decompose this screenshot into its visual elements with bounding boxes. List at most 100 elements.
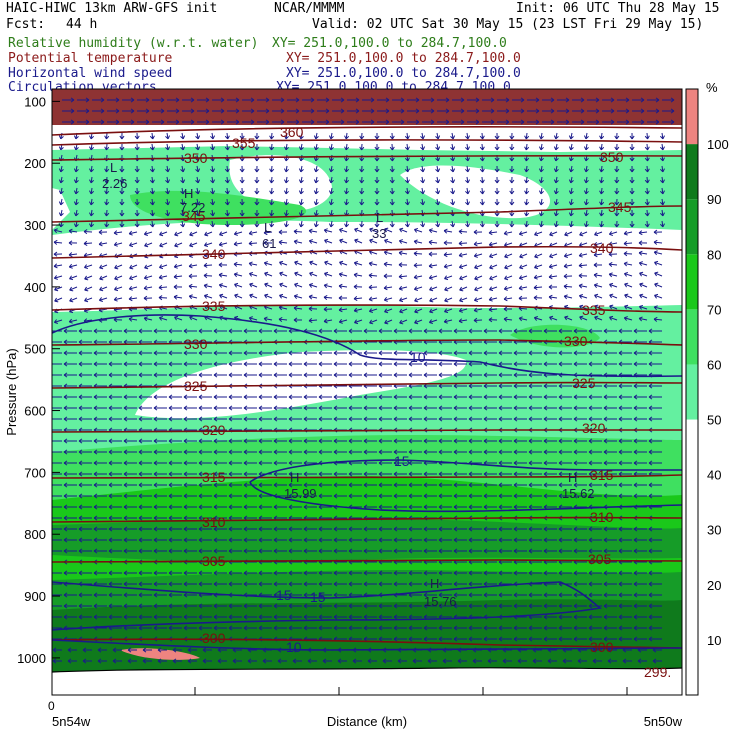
vector-arrowhead bbox=[608, 261, 613, 267]
vector-arrowhead bbox=[488, 241, 493, 247]
vector-arrowhead bbox=[228, 614, 233, 620]
vector-arrow bbox=[555, 198, 558, 205]
vector-arrow bbox=[414, 297, 423, 302]
vector-arrowhead bbox=[393, 350, 398, 356]
vector-arrowhead bbox=[284, 168, 289, 173]
vector-arrowhead bbox=[183, 350, 188, 356]
vector-arrow bbox=[654, 251, 663, 255]
vector-arrowhead bbox=[63, 350, 68, 356]
vector-arrowhead bbox=[623, 316, 628, 321]
vector-arrow bbox=[384, 297, 393, 301]
vector-arrowhead bbox=[384, 238, 389, 244]
vector-arrowhead bbox=[453, 636, 458, 642]
vector-arrowhead bbox=[624, 293, 629, 299]
vector-arrowhead bbox=[348, 350, 353, 356]
vector-arrowhead bbox=[580, 97, 585, 103]
vector-arrowhead bbox=[298, 212, 304, 217]
vector-arrow bbox=[144, 231, 153, 235]
vector-arrowhead bbox=[378, 471, 383, 477]
vector-arrowhead bbox=[468, 328, 473, 334]
vector-arrow bbox=[159, 275, 168, 279]
vector-arrow bbox=[54, 297, 63, 302]
vector-arrowhead bbox=[629, 146, 635, 151]
vector-arrowhead bbox=[443, 228, 448, 234]
vector-arrowhead bbox=[174, 315, 179, 321]
vector-arrowhead bbox=[280, 97, 285, 103]
vector-arrowhead bbox=[660, 201, 665, 206]
vector-arrow bbox=[234, 231, 243, 235]
vector-arrowhead bbox=[513, 548, 518, 554]
vector-arrowhead bbox=[398, 250, 403, 256]
vector-arrowhead bbox=[543, 570, 548, 576]
vector-arrowhead bbox=[168, 625, 173, 631]
vector-arrowhead bbox=[213, 405, 218, 411]
vector-arrowhead bbox=[428, 251, 433, 257]
vector-arrowhead bbox=[483, 438, 488, 444]
vector-arrow bbox=[436, 165, 439, 172]
vector-arrowhead bbox=[333, 592, 338, 598]
vector-arrow bbox=[369, 239, 378, 244]
vector-arrowhead bbox=[393, 361, 398, 367]
vector-arrow bbox=[226, 176, 229, 184]
vector-arrowhead bbox=[213, 570, 218, 576]
vector-arrowhead bbox=[400, 119, 405, 125]
vector-arrow bbox=[84, 297, 93, 302]
vector-arrowhead bbox=[423, 493, 428, 499]
vector-arrowhead bbox=[228, 581, 233, 587]
vector-arrow bbox=[181, 176, 184, 183]
vector-arrowhead bbox=[128, 285, 133, 291]
vector-arrowhead bbox=[468, 383, 473, 389]
vector-arrowhead bbox=[325, 119, 330, 125]
vector-arrowhead bbox=[359, 146, 365, 151]
vector-arrow bbox=[504, 231, 513, 235]
vector-arrowhead bbox=[568, 190, 574, 195]
vector-arrowhead bbox=[479, 168, 485, 173]
vector-arrowhead bbox=[573, 471, 578, 477]
vector-arrowhead bbox=[534, 264, 539, 270]
vector-arrowhead bbox=[400, 97, 405, 103]
vector-arrowhead bbox=[313, 190, 319, 195]
vector-arrowhead bbox=[174, 242, 179, 248]
vector-arrowhead bbox=[113, 241, 118, 247]
vector-arrowhead bbox=[458, 252, 463, 258]
vector-arrowhead bbox=[100, 97, 105, 103]
vector-arrowhead bbox=[78, 350, 83, 356]
vector-arrowhead bbox=[583, 135, 589, 140]
vector-arrow bbox=[609, 242, 618, 245]
vector-arrowhead bbox=[153, 570, 158, 576]
vector-arrowhead bbox=[479, 157, 485, 162]
vector-arrowhead bbox=[353, 307, 358, 313]
vector-arrow bbox=[90, 198, 93, 206]
vector-arrowhead bbox=[438, 581, 443, 587]
vector-arrowhead bbox=[513, 570, 518, 576]
vector-arrowhead bbox=[338, 295, 343, 301]
vector-arrowhead bbox=[558, 625, 563, 631]
vector-arrowhead bbox=[284, 223, 289, 228]
theta-355 bbox=[52, 139, 682, 146]
vector-arrow bbox=[114, 297, 123, 301]
vector-arrowhead bbox=[348, 570, 353, 576]
vector-arrowhead bbox=[269, 168, 275, 173]
vector-arrowhead bbox=[528, 570, 533, 576]
vector-arrowhead bbox=[408, 361, 413, 367]
vector-arrowhead bbox=[513, 372, 518, 378]
vector-arrowhead bbox=[363, 603, 368, 609]
vector-arrowhead bbox=[333, 405, 338, 411]
vector-arrow bbox=[270, 187, 273, 195]
vector-arrowhead bbox=[633, 416, 638, 422]
vector-arrowhead bbox=[618, 405, 623, 411]
vector-arrowhead bbox=[168, 548, 173, 554]
vector-arrowhead bbox=[123, 350, 128, 356]
field-name-theta: Potential temperature bbox=[8, 51, 173, 66]
vector-arrowhead bbox=[363, 625, 368, 631]
vector-arrow bbox=[369, 308, 378, 312]
vector-arrowhead bbox=[168, 394, 173, 400]
vector-arrowhead bbox=[603, 625, 608, 631]
vector-arrow bbox=[129, 297, 138, 300]
vector-arrowhead bbox=[408, 416, 413, 422]
vector-arrow bbox=[474, 275, 483, 280]
vector-arrow bbox=[315, 176, 318, 183]
vector-arrowhead bbox=[318, 526, 323, 532]
vector-arrowhead bbox=[333, 471, 338, 477]
vector-arrowhead bbox=[513, 625, 518, 631]
